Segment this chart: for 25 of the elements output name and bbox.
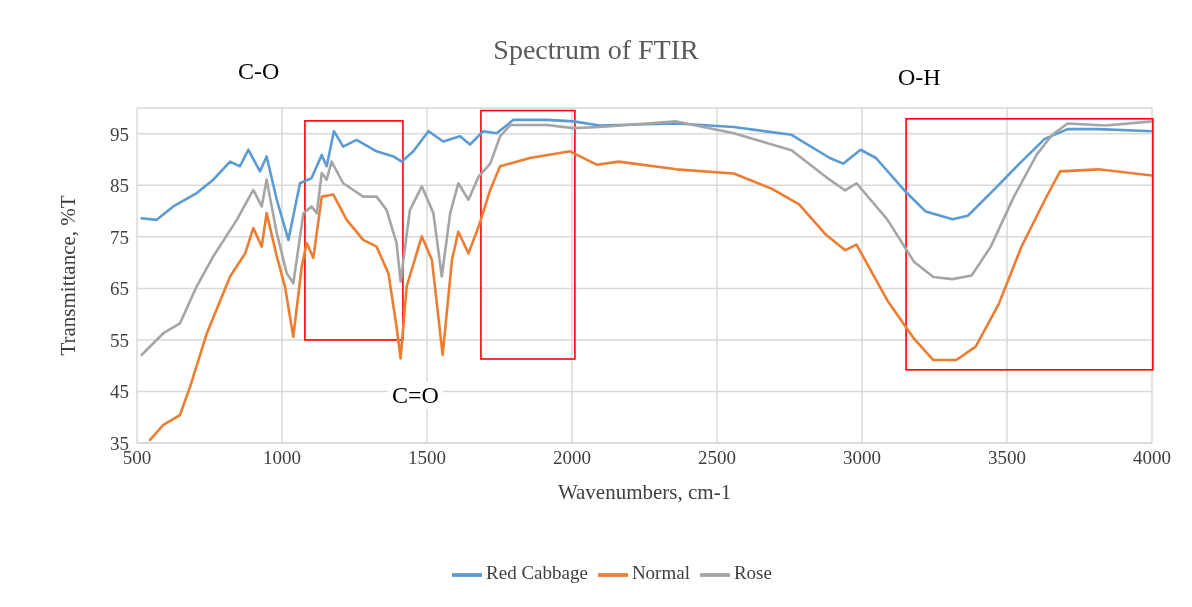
y-axis-title: Transmittance, %T bbox=[56, 195, 81, 356]
x-tick-label: 1500 bbox=[408, 447, 446, 469]
x-axis-title: Wavenumbers, cm-1 bbox=[557, 480, 732, 504]
y-tick-label: 65 bbox=[110, 278, 129, 300]
annotation: C=O bbox=[388, 382, 443, 409]
x-tick-label: 2000 bbox=[553, 447, 591, 469]
line-series bbox=[140, 118, 1152, 242]
y-tick-label: 95 bbox=[110, 123, 129, 145]
y-tick-label: 45 bbox=[110, 381, 129, 403]
y-tick-label: 85 bbox=[110, 175, 129, 197]
x-tick-label: 2500 bbox=[698, 447, 736, 469]
legend-label: Red Cabbage bbox=[486, 562, 588, 584]
legend-label: Normal bbox=[631, 562, 690, 584]
y-tick-label: 55 bbox=[110, 329, 129, 351]
line-series bbox=[140, 120, 1152, 357]
legend-label: Rose bbox=[733, 562, 772, 584]
x-tick-label: 3000 bbox=[843, 447, 881, 469]
line-series bbox=[148, 149, 1152, 442]
x-tick-label: 1000 bbox=[263, 447, 301, 469]
chart-title: Spectrum of FTIR bbox=[493, 34, 699, 65]
x-tick-label: 3500 bbox=[988, 447, 1026, 469]
x-tick-label: 4000 bbox=[1133, 447, 1171, 469]
text: O-H bbox=[894, 64, 945, 91]
y-tick-label: 75 bbox=[110, 226, 129, 248]
text: C-O bbox=[237, 58, 281, 85]
